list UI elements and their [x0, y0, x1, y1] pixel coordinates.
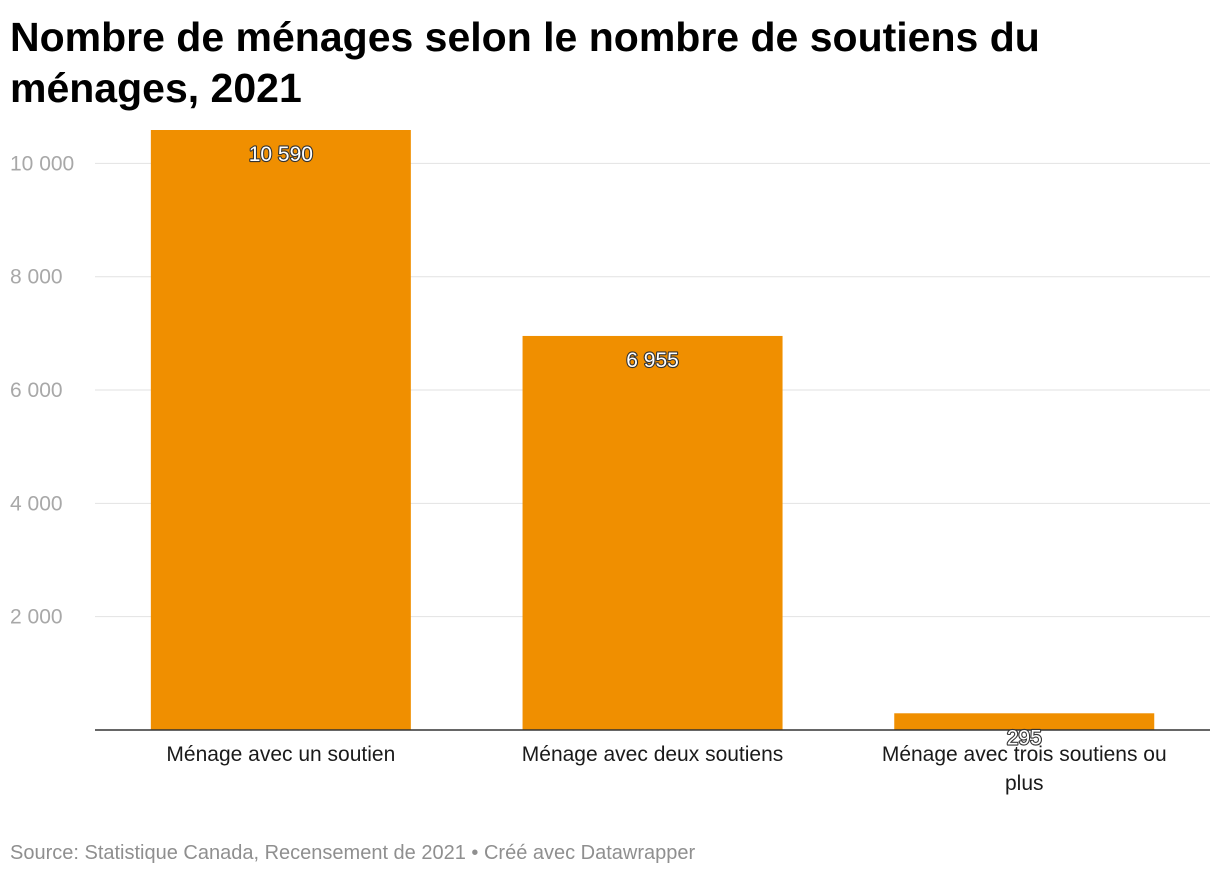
data-labels: 10 590 6 955 295	[248, 142, 1043, 750]
x-category-label: Ménage avec trois soutiens ou	[882, 743, 1167, 766]
y-tick-label: 8 000	[10, 266, 63, 289]
y-tick-label: 6 000	[10, 379, 63, 402]
bar	[522, 335, 783, 730]
bar-value-label: 295	[1007, 726, 1042, 749]
y-tick-label: 10 000	[10, 152, 74, 175]
source-note: Source: Statistique Canada, Recensement …	[10, 842, 696, 864]
bar-value-label: 10 590	[249, 143, 313, 166]
x-axis-category-labels: Ménage avec un soutien Ménage avec deux s…	[166, 743, 1166, 795]
bar	[894, 713, 1155, 730]
x-category-label: plus	[1005, 772, 1044, 795]
x-category-label: Ménage avec un soutien	[166, 743, 395, 766]
y-tick-label: 2 000	[10, 606, 63, 629]
bar-value-label: 6 955	[626, 349, 679, 372]
bar	[150, 130, 411, 730]
bars	[150, 130, 1155, 730]
chart-title: Nombre de ménages selon le nombre de sou…	[10, 14, 1040, 111]
x-category-label: Ménage avec deux soutiens	[522, 743, 784, 766]
y-axis-tick-labels: 2 000 4 000 6 000 8 000 10 000	[10, 152, 74, 628]
y-tick-label: 4 000	[10, 492, 63, 515]
